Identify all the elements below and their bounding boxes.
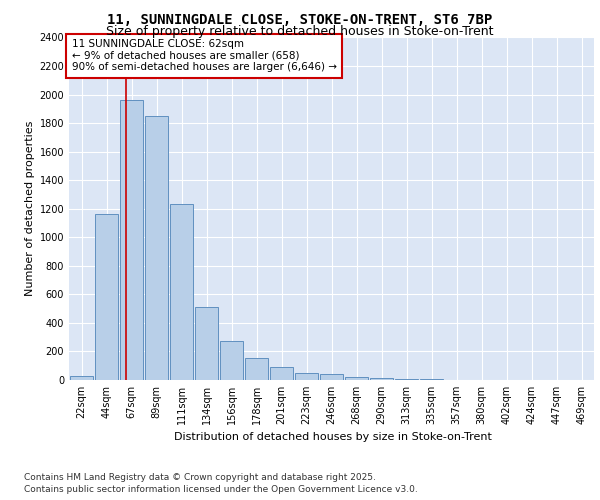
Bar xyxy=(370,378,393,380)
Text: 11, SUNNINGDALE CLOSE, STOKE-ON-TRENT, ST6 7BP: 11, SUNNINGDALE CLOSE, STOKE-ON-TRENT, S… xyxy=(107,12,493,26)
Bar xyxy=(195,306,218,380)
Bar xyxy=(220,342,243,380)
Bar xyxy=(145,116,168,380)
Bar xyxy=(245,358,268,380)
Text: Distribution of detached houses by size in Stoke-on-Trent: Distribution of detached houses by size … xyxy=(174,432,492,442)
Bar xyxy=(270,367,293,380)
Text: Contains public sector information licensed under the Open Government Licence v3: Contains public sector information licen… xyxy=(24,485,418,494)
Text: Size of property relative to detached houses in Stoke-on-Trent: Size of property relative to detached ho… xyxy=(106,25,494,38)
Text: 11 SUNNINGDALE CLOSE: 62sqm
← 9% of detached houses are smaller (658)
90% of sem: 11 SUNNINGDALE CLOSE: 62sqm ← 9% of deta… xyxy=(71,39,337,72)
Text: Contains HM Land Registry data © Crown copyright and database right 2025.: Contains HM Land Registry data © Crown c… xyxy=(24,472,376,482)
Bar xyxy=(295,373,318,380)
Bar xyxy=(395,379,418,380)
Bar xyxy=(320,374,343,380)
Y-axis label: Number of detached properties: Number of detached properties xyxy=(25,121,35,296)
Bar xyxy=(120,100,143,380)
Bar xyxy=(170,204,193,380)
Bar xyxy=(70,376,93,380)
Bar xyxy=(345,377,368,380)
Bar xyxy=(95,214,118,380)
